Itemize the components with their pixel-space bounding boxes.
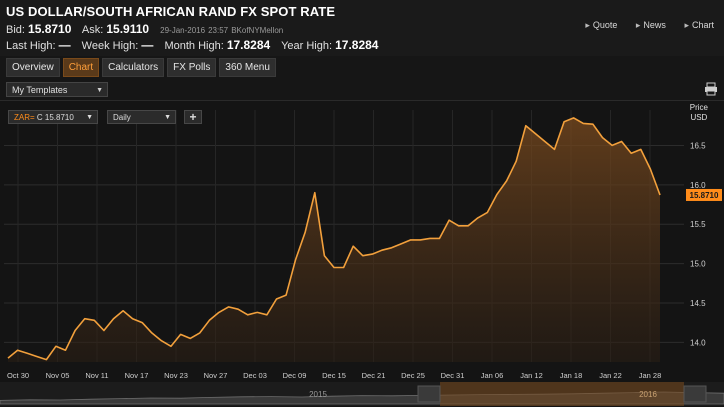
symbol-selector[interactable]: ZAR= C 15.8710 ▼ [8, 110, 98, 124]
x-tick-label: Dec 21 [362, 371, 386, 380]
quote-link[interactable]: ▸ Quote [585, 20, 617, 30]
x-tick-label: Dec 25 [401, 371, 425, 380]
add-series-button[interactable]: + [184, 110, 202, 124]
last-high-value: — [58, 38, 71, 52]
price-axis-label: Price [689, 103, 708, 112]
quote-header: US DOLLAR/SOUTH AFRICAN RAND FX SPOT RAT… [0, 0, 724, 56]
last-price-badge [686, 188, 722, 201]
printer-icon[interactable] [704, 82, 718, 96]
time-navigator[interactable]: 2015 2016 [0, 382, 724, 406]
quote-source: BKofNYMellon [231, 26, 284, 35]
navigator-left-handle[interactable] [417, 385, 441, 403]
ask-value: 15.9110 [106, 22, 150, 36]
news-link[interactable]: ▸ News [636, 20, 666, 30]
y-tick-label: 15.5 [690, 220, 706, 229]
symbol-last: C 15.8710 [36, 113, 74, 122]
ask-label: Ask: [81, 24, 104, 36]
week-high-value: — [141, 38, 154, 52]
x-tick-label: Jan 28 [639, 371, 662, 380]
quote-date: 29-Jan-2016 [160, 26, 206, 35]
news-link-label: News [643, 20, 666, 30]
x-tick-label: Nov 23 [164, 371, 188, 380]
price-axis-unit: USD [690, 113, 708, 122]
y-tick-label: 16.5 [690, 141, 706, 150]
quote-link-label: Quote [592, 20, 618, 30]
chevron-down-icon: ▼ [164, 114, 171, 121]
month-high-label: Month High: [164, 40, 224, 52]
last-high-label: Last High: [6, 40, 56, 52]
chart-icon: ▸ [684, 20, 689, 30]
x-tick-label: Dec 09 [283, 371, 307, 380]
quote-icon: ▸ [585, 20, 590, 30]
chart-link-label: Chart [691, 20, 714, 30]
x-tick-label: Jan 22 [599, 371, 622, 380]
header-links: ▸ Quote ▸ News ▸ Chart [569, 20, 714, 31]
bid-value: 15.8710 [28, 22, 72, 36]
x-tick-label: Dec 03 [243, 371, 267, 380]
interval-selector[interactable]: Daily ▼ [107, 110, 176, 124]
price-unit: Price USD [690, 103, 708, 123]
tab-calculators[interactable]: Calculators [102, 58, 165, 77]
x-tick-label: Dec 15 [322, 371, 346, 380]
y-tick-label: 16.0 [690, 181, 706, 190]
price-area-fill [8, 117, 660, 363]
x-tick-label: Nov 27 [204, 371, 228, 380]
price-chart[interactable]: 14.0 14.5 15.0 15.5 16.0 16.5 Oct 30 Nov 05 Nov… [0, 100, 724, 406]
y-tick-label: 15.0 [690, 260, 706, 269]
chevron-down-icon: ▼ [96, 87, 103, 94]
x-tick-label: Nov 17 [125, 371, 149, 380]
chart-link[interactable]: ▸ Chart [684, 20, 714, 30]
navigator-selection[interactable] [440, 382, 684, 406]
news-icon: ▸ [635, 20, 641, 30]
bid-label: Bid: [6, 24, 25, 36]
quote-time: 23:57 [208, 26, 229, 35]
week-high-label: Week High: [81, 40, 139, 52]
navigator-right-handle[interactable] [683, 385, 707, 403]
bid-ask-row: Bid: 15.8710 Ask: 15.9110 29-Jan-2016 23… [6, 22, 283, 36]
x-tick-label: Dec 31 [441, 371, 465, 380]
interval-label: Daily [113, 113, 131, 122]
symbol-ric: ZAR= [14, 113, 35, 122]
chevron-down-icon: ▼ [86, 114, 93, 121]
year-high-value: 17.8284 [335, 38, 379, 52]
tab-360-menu[interactable]: 360 Menu [219, 58, 276, 77]
tab-fx-polls[interactable]: FX Polls [167, 58, 217, 77]
month-high-value: 17.8284 [226, 38, 271, 52]
y-tick-label: 14.0 [690, 338, 706, 347]
tab-chart[interactable]: Chart [62, 58, 100, 77]
year-high-label: Year High: [281, 40, 333, 52]
x-tick-label: Nov 11 [85, 371, 108, 380]
highs-row: Last High: — Week High: — Month High: 17… [6, 38, 378, 52]
templates-dropdown[interactable]: My Templates ▼ [6, 82, 108, 97]
templates-label: My Templates [12, 85, 68, 95]
last-price-label: 15.8710 [690, 191, 719, 200]
x-tick-label: Nov 05 [46, 371, 70, 380]
x-tick-label: Oct 30 [7, 371, 29, 380]
x-tick-label: Jan 06 [481, 371, 504, 380]
instrument-title: US DOLLAR/SOUTH AFRICAN RAND FX SPOT RAT… [6, 4, 336, 19]
x-tick-label: Jan 18 [560, 371, 583, 380]
x-tick-label: Jan 12 [520, 371, 543, 380]
y-tick-label: 14.5 [690, 299, 706, 308]
price-line [7, 117, 661, 361]
navigator-label-2015: 2015 [309, 390, 327, 399]
tab-overview[interactable]: Overview [6, 58, 60, 77]
view-tabs: Overview Chart Calculators FX Polls 360 … [6, 58, 276, 77]
navigator-label-2016: 2016 [639, 390, 657, 399]
